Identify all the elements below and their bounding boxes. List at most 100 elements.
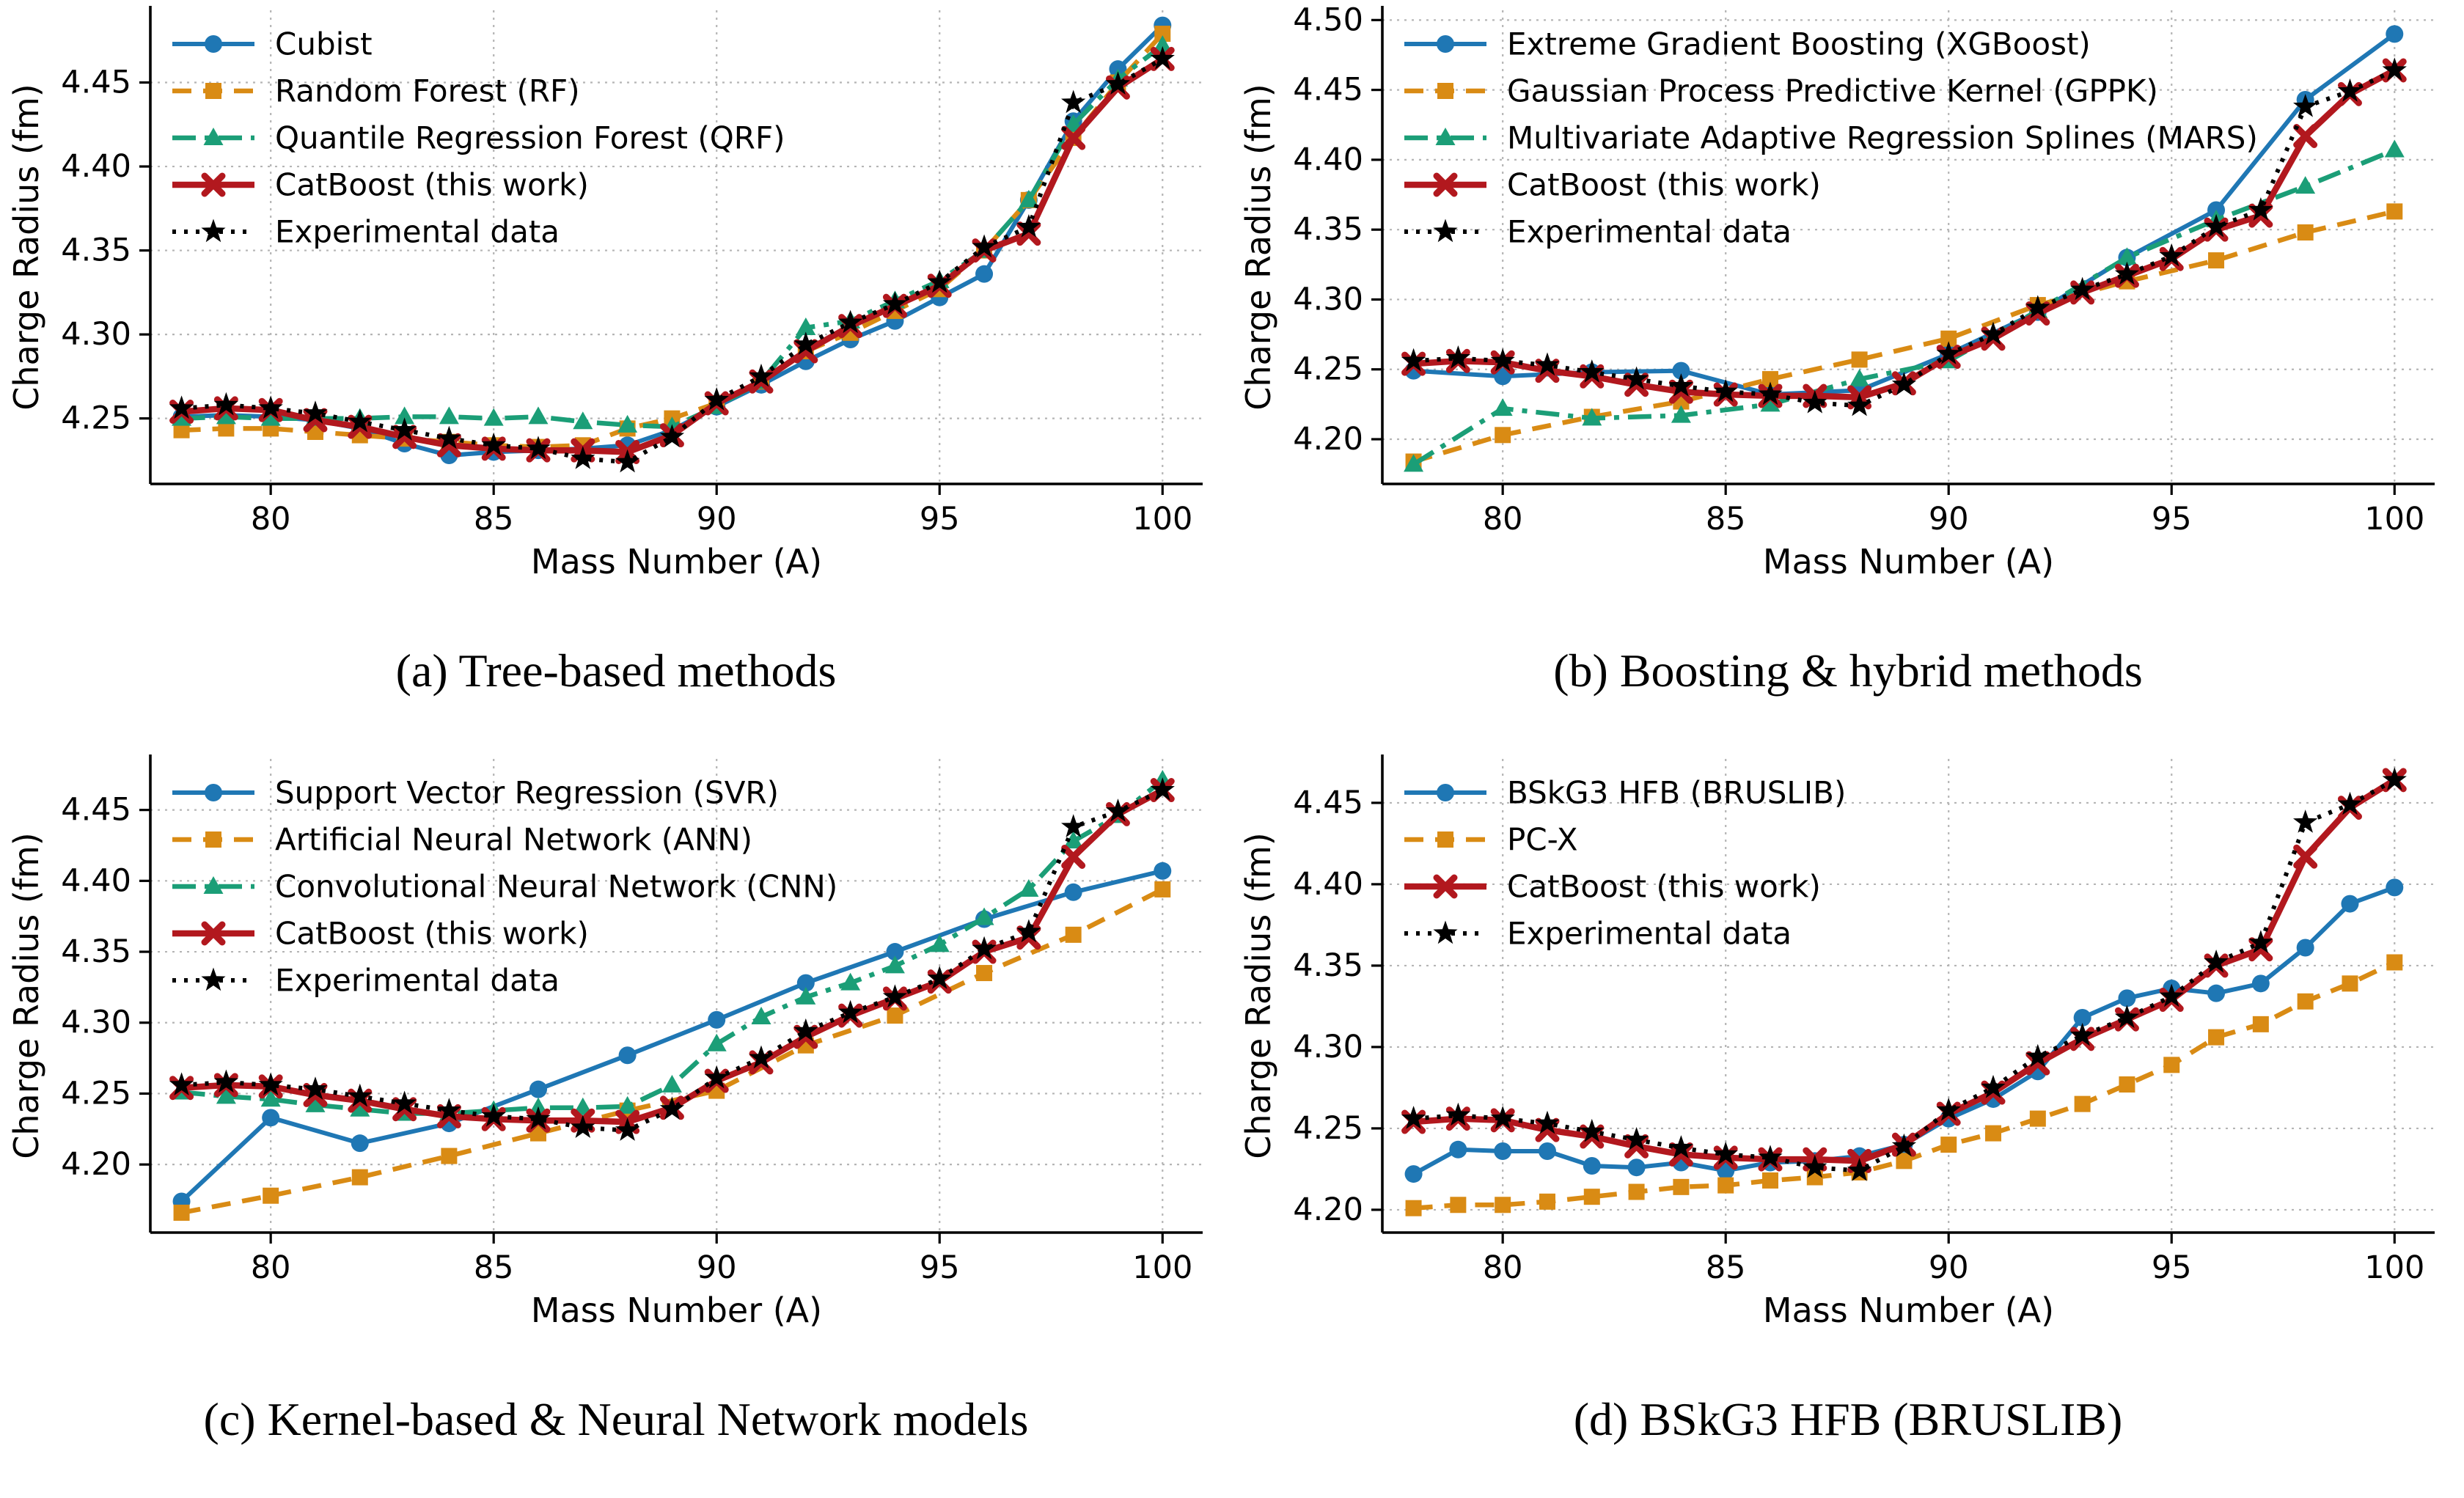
legend-item-extreme-gradient-boosting-xgboost: Extreme Gradient Boosting (XGBoost) [1404, 26, 2091, 62]
y-axis-label: Charge Radius (fm) [1239, 84, 1278, 410]
panel-d-caption: (d) BSkG3 HFB (BRUSLIB) [1573, 1393, 2123, 1445]
y-tick-label: 4.45 [61, 65, 131, 101]
y-tick-label: 4.30 [1293, 1029, 1363, 1065]
series-line-gaussian-process-predictive-kernel-gppk [1412, 209, 2396, 464]
x-tick-label: 85 [1706, 1249, 1746, 1286]
x-tick-label: 90 [1929, 501, 1969, 537]
x-tick-label: 100 [2364, 501, 2424, 537]
legend-label-experimental-data: Experimental data [1507, 214, 1792, 250]
x-tick-label: 80 [1483, 1249, 1523, 1286]
panel-a-caption: (a) Tree-based methods [395, 645, 837, 697]
x-tick-label: 95 [2152, 1249, 2192, 1286]
x-tick-label: 80 [1483, 501, 1523, 537]
panel-c-chart: 4.20 4.25 4.30 4.35 4.40 4.45 80 85 90 95 100 Mass … [0, 749, 1232, 1335]
legend-label-catboost-this-work: CatBoost (this work) [1507, 167, 1821, 203]
legend-label-pc-x: PC-X [1507, 822, 1578, 858]
y-axis-label: Charge Radius (fm) [7, 84, 46, 410]
y-tick-label: 4.40 [1293, 866, 1363, 903]
legend-label-bskg3-hfb-bruslib: BSkG3 HFB (BRUSLIB) [1507, 775, 1846, 811]
series-markers-support-vector-regression-svr [172, 862, 1172, 1211]
legend: Extreme Gradient Boosting (XGBoost) Gauss… [1404, 26, 2258, 250]
panel-a-background [0, 0, 1232, 587]
legend-label-experimental-data: Experimental data [275, 963, 560, 999]
x-tick-label: 95 [920, 501, 960, 537]
legend-item-experimental-data: Experimental data [172, 963, 560, 999]
series-line-experimental-data [181, 56, 1164, 465]
legend-label-multivariate-adaptive-regression-splines-mars: Multivariate Adaptive Regression Splines… [1507, 120, 2258, 156]
y-tick-label: 4.20 [1293, 421, 1363, 458]
legend-item-gaussian-process-predictive-kernel-gppk: Gaussian Process Predictive Kernel (GPPK… [1404, 73, 2158, 109]
y-tick-label: 4.20 [1293, 1192, 1363, 1228]
legend-item-random-forest-rf: Random Forest (RF) [172, 73, 580, 109]
y-tick-label: 4.40 [61, 862, 131, 899]
series-markers-experimental-data [169, 45, 1175, 473]
series-experimental-data [1401, 767, 2407, 1181]
y-tick-label: 4.45 [1293, 785, 1363, 821]
y-tick-label: 4.25 [61, 400, 131, 437]
panel-a-chart: 4.25 4.30 4.35 4.40 4.45 80 85 90 95 100 Mass Numb… [0, 0, 1232, 587]
legend-label-quantile-regression-forest-qrf: Quantile Regression Forest (QRF) [275, 120, 785, 156]
series-line-quantile-regression-forest-qrf [181, 43, 1165, 430]
legend-label-support-vector-regression-svr: Support Vector Regression (SVR) [275, 775, 779, 811]
x-axis-label: Mass Number (A) [1763, 1290, 2054, 1330]
panel-c: 4.20 4.25 4.30 4.35 4.40 4.45 80 85 90 95 100 Mass … [0, 749, 1232, 1498]
series-markers-experimental-data [1401, 767, 2407, 1181]
legend-item-catboost-this-work: CatBoost (this work) [172, 167, 589, 203]
y-tick-label: 4.25 [1293, 1110, 1363, 1147]
y-tick-label: 4.35 [1293, 211, 1363, 248]
y-axis-label: Charge Radius (fm) [7, 832, 46, 1159]
legend-label-convolutional-neural-network-cnn: Convolutional Neural Network (CNN) [275, 869, 837, 905]
legend: BSkG3 HFB (BRUSLIB) PC-X CatBoost (this wo… [1404, 775, 1846, 952]
x-tick-label: 90 [1929, 1249, 1969, 1286]
legend-label-experimental-data: Experimental data [275, 214, 560, 250]
x-tick-label: 80 [251, 1249, 291, 1286]
legend-item-catboost-this-work: CatBoost (this work) [1404, 167, 1821, 203]
axes: 4.25 4.30 4.35 4.40 4.45 80 85 90 95 100 [61, 6, 1203, 537]
x-tick-label: 100 [1132, 501, 1192, 537]
axes: 4.20 4.25 4.30 4.35 4.40 4.45 4.50 80 85 90 95 100 [1293, 1, 2435, 537]
panel-b-caption: (b) Boosting & hybrid methods [1553, 645, 2143, 697]
panel-b: 4.20 4.25 4.30 4.35 4.40 4.45 4.50 80 85 90 95 100 M… [1232, 0, 2464, 749]
y-tick-label: 4.25 [1293, 351, 1363, 388]
y-tick-label: 4.45 [61, 792, 131, 829]
legend-label-random-forest-rf: Random Forest (RF) [275, 73, 580, 109]
legend-label-catboost-this-work: CatBoost (this work) [1507, 869, 1821, 905]
y-tick-label: 4.20 [61, 1146, 131, 1183]
x-axis-label: Mass Number (A) [1763, 542, 2054, 581]
panel-d-background [1232, 749, 2464, 1335]
legend-item-catboost-this-work: CatBoost (this work) [1404, 869, 1821, 905]
y-tick-label: 4.30 [61, 1005, 131, 1041]
x-tick-label: 95 [920, 1249, 960, 1286]
legend-item-support-vector-regression-svr: Support Vector Regression (SVR) [172, 775, 779, 811]
legend-label-extreme-gradient-boosting-xgboost: Extreme Gradient Boosting (XGBoost) [1507, 26, 2091, 62]
y-tick-label: 4.35 [1293, 947, 1363, 984]
x-tick-label: 80 [251, 501, 291, 537]
legend-item-pc-x: PC-X [1404, 822, 1578, 858]
legend-item-artificial-neural-network-ann: Artificial Neural Network (ANN) [172, 822, 752, 858]
y-tick-label: 4.40 [1293, 142, 1363, 178]
series-markers-experimental-data [1401, 57, 2407, 416]
x-tick-label: 85 [1706, 501, 1746, 537]
panel-d: 4.20 4.25 4.30 4.35 4.40 4.45 80 85 90 95 100 Mass … [1232, 749, 2464, 1498]
legend-label-gaussian-process-predictive-kernel-gppk: Gaussian Process Predictive Kernel (GPPK… [1507, 73, 2158, 109]
y-tick-label: 4.30 [1293, 281, 1363, 317]
series-line-experimental-data [1413, 778, 2396, 1173]
x-tick-label: 100 [2364, 1249, 2424, 1286]
panel-d-chart: 4.20 4.25 4.30 4.35 4.40 4.45 80 85 90 95 100 Mass … [1232, 749, 2464, 1335]
legend-label-artificial-neural-network-ann: Artificial Neural Network (ANN) [275, 822, 752, 858]
series-markers-experimental-data [169, 777, 1175, 1141]
legend-item-experimental-data: Experimental data [1404, 916, 1792, 952]
series-support-vector-regression-svr [172, 862, 1172, 1211]
y-tick-label: 4.25 [61, 1075, 131, 1112]
panel-b-chart: 4.20 4.25 4.30 4.35 4.40 4.45 4.50 80 85 90 95 100 M… [1232, 0, 2464, 587]
legend-item-experimental-data: Experimental data [1404, 214, 1792, 250]
legend-label-catboost-this-work: CatBoost (this work) [275, 916, 589, 952]
series-experimental-data [1401, 57, 2407, 416]
y-tick-label: 4.40 [61, 148, 131, 185]
legend-item-convolutional-neural-network-cnn: Convolutional Neural Network (CNN) [172, 869, 837, 905]
legend-item-experimental-data: Experimental data [172, 214, 560, 250]
legend-item-multivariate-adaptive-regression-splines-mars: Multivariate Adaptive Regression Splines… [1404, 120, 2258, 156]
legend-label-catboost-this-work: CatBoost (this work) [275, 167, 589, 203]
panel-a: 4.25 4.30 4.35 4.40 4.45 80 85 90 95 100 Mass Numb… [0, 0, 1232, 749]
axes: 4.20 4.25 4.30 4.35 4.40 4.45 80 85 90 95 100 [1293, 754, 2435, 1286]
